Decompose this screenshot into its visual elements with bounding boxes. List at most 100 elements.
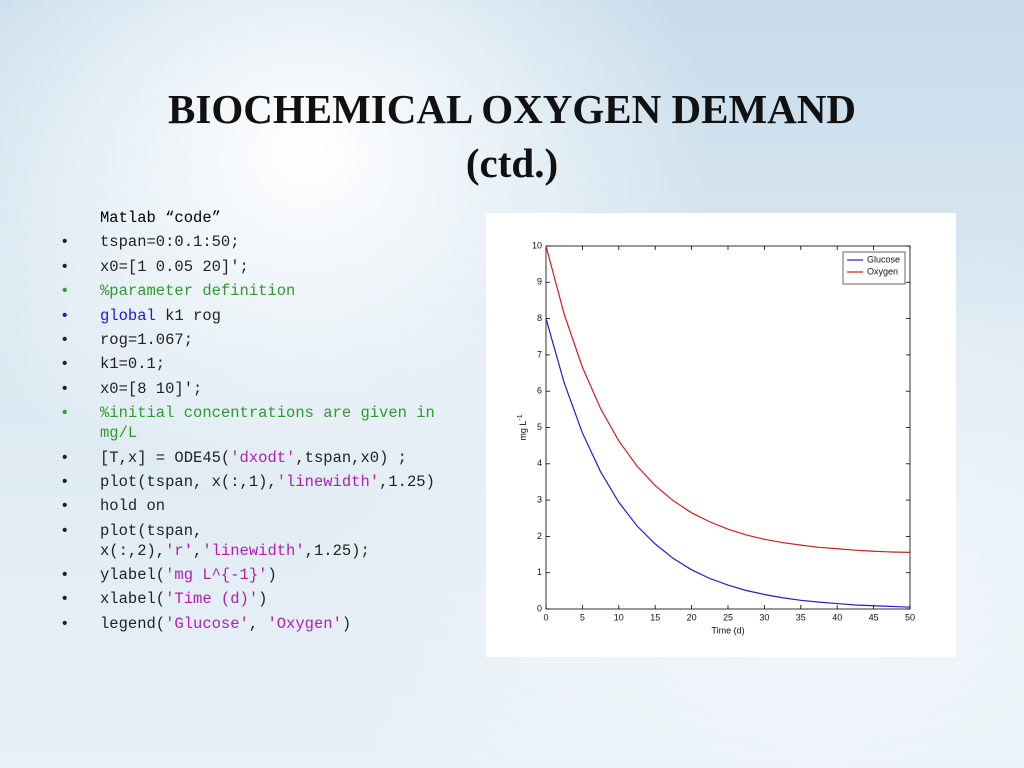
code-line: • x0=[1 0.05 20]'; — [62, 257, 450, 277]
bullet: • — [62, 590, 68, 608]
code-segment: , — [193, 541, 203, 560]
code-line: • rog=1.067; — [62, 330, 450, 350]
bullet: • — [62, 497, 68, 515]
code-segment: 'linewidth' — [202, 541, 305, 560]
x-tick-label: 45 — [869, 612, 879, 622]
x-tick-label: 30 — [759, 612, 769, 622]
y-tick-label: 4 — [537, 458, 542, 468]
code-segment: k1=0.1; — [100, 355, 166, 374]
y-tick-label: 0 — [537, 603, 542, 613]
code-line: • k1=0.1; — [62, 354, 450, 374]
bullet: • — [62, 379, 68, 397]
bullet: • — [62, 448, 68, 466]
code-segment: xlabel( — [100, 590, 166, 609]
y-tick-label: 9 — [537, 277, 542, 287]
y-axis-label: mg L-1 — [517, 414, 529, 440]
code-segment: 'linewidth' — [276, 472, 380, 491]
code-segment: 'Time (d)' — [165, 590, 259, 609]
code-line: • ylabel('mg L^{-1}') — [62, 565, 450, 585]
bullet: • — [62, 521, 68, 539]
series-line — [545, 245, 911, 553]
code-heading: Matlab “code” — [100, 209, 221, 227]
bullet: • — [62, 472, 68, 490]
x-tick-label: 50 — [905, 612, 915, 622]
x-tick-label: 35 — [796, 612, 806, 622]
title-line: BIOCHEMICAL OXYGEN DEMAND — [168, 86, 856, 132]
code-segment: legend( — [100, 614, 166, 633]
legend-label: Oxygen — [867, 266, 898, 276]
code-segment: x0=[1 0.05 20]'; — [100, 257, 249, 276]
code-segment: plot(tspan, x(:,1), — [100, 472, 277, 491]
x-tick-label: 0 — [543, 612, 548, 622]
code-segment: %parameter definition — [100, 282, 296, 301]
legend-box — [842, 251, 906, 285]
bullet: • — [62, 566, 68, 584]
code-segment: 'r' — [165, 541, 194, 560]
code-segment: 'Glucose' — [165, 614, 249, 633]
code-segment: 'dxodt' — [230, 448, 296, 467]
bullet: • — [62, 404, 68, 422]
x-tick-label: 15 — [650, 612, 660, 622]
y-axis-label-base: mg L — [518, 421, 528, 441]
code-segment: [T,x] = ODE45( — [100, 448, 231, 467]
code-segment: ,1.25); — [304, 541, 370, 560]
bullet: • — [62, 614, 68, 632]
code-line: • legend('Glucose', 'Oxygen') — [62, 614, 450, 634]
code-segment: ,tspan,x0) ; — [295, 448, 407, 467]
legend-label: Glucose — [867, 254, 900, 264]
y-tick-label: 3 — [537, 494, 542, 504]
code-segment: ylabel( — [100, 566, 166, 585]
code-segment: x0=[8 10]'; — [100, 379, 203, 398]
x-tick-label: 40 — [832, 612, 842, 622]
bullet: • — [62, 282, 68, 300]
bullet: • — [62, 257, 68, 275]
x-tick-label: 5 — [580, 612, 585, 622]
code-segment: %initial concentrations are given in mg/… — [100, 404, 445, 443]
bullet: • — [62, 355, 68, 373]
code-line: • global k1 rog — [62, 306, 450, 326]
y-tick-label: 1 — [537, 567, 542, 577]
code-segment: ,1.25) — [379, 472, 435, 491]
code-segment: global — [100, 306, 156, 325]
code-segment: tspan=0:0.1:50; — [100, 233, 240, 252]
y-tick-label: 8 — [537, 313, 542, 323]
x-tick-label: 20 — [687, 612, 697, 622]
code-segment: hold on — [100, 497, 166, 516]
code-line: • %parameter definition — [62, 281, 450, 301]
y-tick-label: 2 — [537, 531, 542, 541]
bullet: • — [62, 330, 68, 348]
y-tick-label: 6 — [537, 386, 542, 396]
code-segment: k1 rog — [155, 306, 221, 325]
bullet: • — [62, 233, 68, 251]
x-tick-label: 25 — [723, 612, 733, 622]
code-segment: ) — [258, 590, 268, 609]
title-line: (ctd.) — [465, 140, 559, 186]
bullet: • — [62, 306, 68, 324]
code-line: • xlabel('Time (d)') — [62, 589, 450, 609]
code-line: • [T,x] = ODE45('dxodt',tspan,x0) ; — [62, 448, 450, 468]
code-segment: 'mg L^{-1}' — [165, 566, 268, 585]
code-segment: plot(tspan, x(:,2), — [100, 521, 212, 560]
code-line: • plot(tspan, x(:,2),'r','linewidth',1.25… — [62, 521, 450, 561]
y-tick-label: 10 — [532, 240, 542, 250]
code-segment: ) — [267, 566, 277, 585]
y-tick-label: 7 — [537, 349, 542, 359]
series-line — [545, 318, 911, 608]
code-list: Matlab “code” • tspan=0:0.1:50; • x0=[1 0.0… — [62, 208, 450, 638]
x-tick-label: 10 — [614, 612, 624, 622]
code-line: • x0=[8 10]'; — [62, 379, 450, 399]
code-segment: , — [248, 614, 268, 633]
code-line: • hold on — [62, 496, 450, 516]
code-segment: rog=1.067; — [100, 330, 194, 349]
code-segment: ) — [341, 614, 352, 633]
x-axis-label: Time (d) — [711, 625, 744, 635]
code-line: • plot(tspan, x(:,1),'linewidth',1.25) — [62, 472, 450, 492]
y-tick-label: 5 — [537, 422, 542, 432]
code-line: • %initial concentrations are given in mg… — [62, 403, 450, 443]
y-axis-label-superscript: -1 — [517, 414, 524, 420]
slide-title: BIOCHEMICAL OXYGEN DEMAND (ctd.) — [0, 82, 1024, 190]
code-segment: 'Oxygen' — [267, 614, 342, 633]
